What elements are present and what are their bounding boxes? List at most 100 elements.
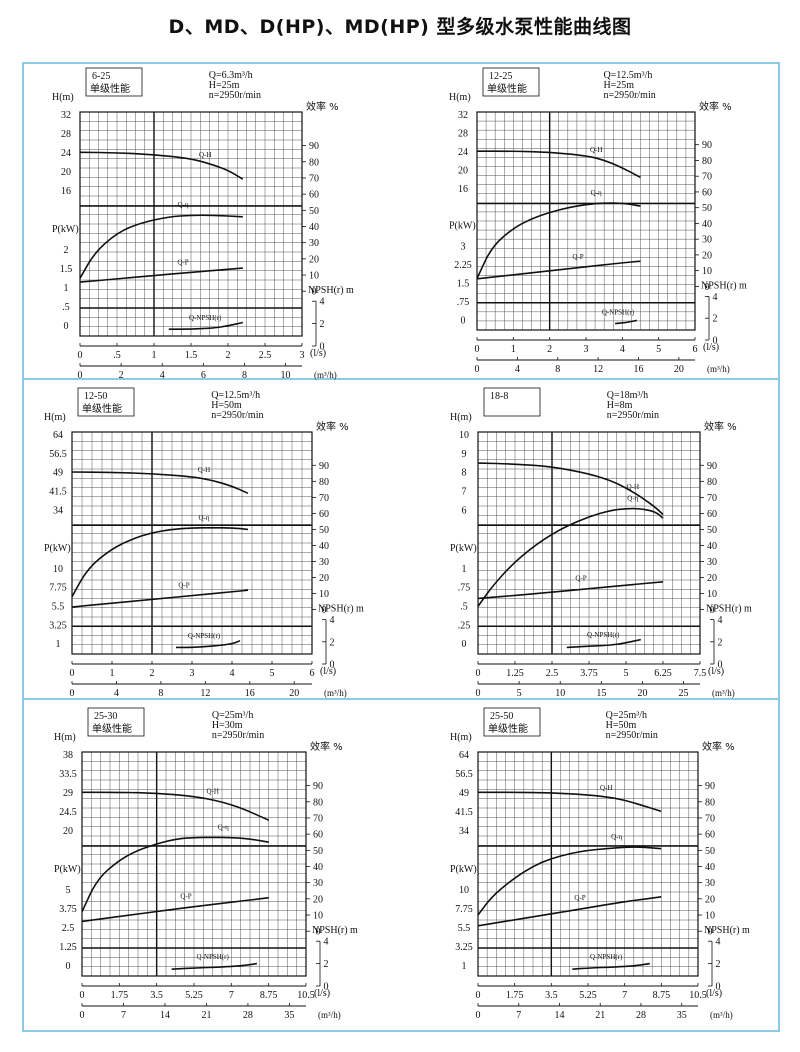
power-tick-label: 3.25: [455, 942, 473, 953]
curve-label-QNPSH: Q-NPSH(r): [188, 632, 221, 640]
power-tick-label: 0: [64, 321, 69, 332]
head-tick-label: 56.5: [455, 769, 473, 780]
efficiency-tick-label: 0: [705, 282, 710, 293]
npsh-tick-label: 4: [330, 615, 335, 626]
efficiency-tick-label: 40: [707, 541, 717, 552]
power-tick-label: 10: [53, 564, 63, 575]
spec-text: Q=18m³/h: [607, 390, 648, 401]
npsh-tick-label: 0: [713, 336, 718, 347]
flow-m3h-tick-label: 8: [242, 370, 247, 381]
efficiency-tick-label: 50: [319, 525, 329, 536]
head-axis-label: H(m): [449, 92, 471, 103]
flow-m3h-tick-label: 6: [201, 370, 206, 381]
power-tick-label: 1.5: [457, 279, 470, 290]
power-tick-label: 1: [462, 564, 467, 575]
npsh-tick-label: 2: [330, 637, 335, 648]
efficiency-tick-label: 60: [705, 830, 715, 841]
efficiency-tick-label: 40: [705, 862, 715, 873]
efficiency-tick-label: 10: [702, 266, 712, 277]
curve-QP: [71, 589, 249, 608]
page-title: D、MD、D(HP)、MD(HP) 型多级水泵性能曲线图: [168, 16, 632, 38]
efficiency-axis-label: 效率 %: [702, 740, 735, 753]
efficiency-tick-label: 40: [313, 862, 323, 873]
flow-m3h-tick-label: 16: [633, 364, 643, 375]
flow-ls-tick-label: 10.5: [689, 990, 707, 1001]
efficiency-tick-label: 30: [319, 557, 329, 568]
efficiency-tick-label: 0: [710, 605, 715, 616]
row-divider: [24, 378, 778, 380]
efficiency-tick-label: 30: [702, 235, 712, 246]
flow-m3h-tick-label: 7: [121, 1010, 126, 1021]
efficiency-tick-label: 20: [319, 573, 329, 584]
npsh-tick-label: 4: [718, 615, 723, 626]
power-tick-label: 1: [462, 961, 467, 972]
curve-label-QNPSH: Q-NPSH(r): [590, 953, 623, 961]
flow-ls-tick-label: 7: [229, 990, 234, 1001]
model-label: 12-50: [84, 391, 107, 402]
head-tick-label: 24: [61, 148, 71, 159]
spec-box: [202, 68, 298, 102]
head-axis-label: H(m): [450, 732, 472, 743]
power-tick-label: .25: [458, 620, 471, 631]
efficiency-tick-label: 80: [705, 797, 715, 808]
efficiency-tick-label: 0: [312, 287, 317, 298]
efficiency-tick-label: 60: [319, 509, 329, 520]
flow-ls-unit: (l/s): [706, 988, 722, 999]
flow-m3h-tick-label: 10: [555, 688, 565, 699]
model-label: 6-25: [92, 71, 110, 82]
flow-m3h-tick-label: 12: [593, 364, 603, 375]
efficiency-tick-label: 20: [313, 894, 323, 905]
curve-QH: [81, 791, 270, 821]
flow-ls-tick-label: 0: [70, 668, 75, 679]
head-tick-label: 8: [462, 468, 467, 479]
curve-QP: [79, 267, 243, 283]
curve-Qeff: [79, 214, 243, 279]
flow-ls-tick-label: 5: [270, 668, 275, 679]
flow-m3h-tick-label: 20: [637, 688, 647, 699]
flow-m3h-tick-label: 28: [636, 1010, 646, 1021]
head-tick-label: 16: [61, 186, 71, 197]
flow-ls-tick-label: 4: [620, 344, 625, 355]
head-tick-label: 28: [61, 129, 71, 140]
flow-ls-tick-label: 6.25: [654, 668, 672, 679]
flow-ls-tick-label: 1: [511, 344, 516, 355]
curve-label-QH: Q-H: [627, 483, 639, 491]
efficiency-tick-label: 90: [707, 461, 717, 472]
head-tick-label: 34: [459, 826, 469, 837]
flow-m3h-tick-label: 0: [476, 1010, 481, 1021]
flow-m3h-tick-label: 21: [595, 1010, 605, 1021]
flow-m3h-tick-label: 28: [243, 1010, 253, 1021]
head-axis-label: H(m): [54, 732, 76, 743]
flow-ls-tick-label: 1: [152, 350, 157, 361]
head-tick-label: 41.5: [455, 807, 473, 818]
curve-Qeff: [477, 507, 664, 607]
efficiency-tick-label: 30: [309, 238, 319, 249]
head-tick-label: 33.5: [59, 769, 77, 780]
curve-label-QH: Q-H: [590, 146, 602, 154]
efficiency-axis-label: 效率 %: [704, 420, 737, 433]
efficiency-tick-label: 10: [705, 911, 715, 922]
curve-QH: [476, 150, 641, 179]
flow-ls-tick-label: 0: [80, 990, 85, 1001]
head-tick-label: 16: [458, 184, 468, 195]
power-tick-label: 3.75: [59, 904, 77, 915]
efficiency-tick-label: 80: [309, 157, 319, 168]
efficiency-tick-label: 40: [702, 219, 712, 230]
curve-QH: [79, 151, 244, 180]
head-tick-label: 10: [459, 430, 469, 441]
chart-panel-6-25: 6-25单级性能Q=6.3m³/hH=25mn=2950r/minH(m)322…: [52, 67, 354, 381]
spec-text: Q=12.5m³/h: [603, 70, 652, 81]
flow-ls-tick-label: 4: [230, 668, 235, 679]
head-tick-label: 41.5: [49, 487, 67, 498]
spec-box: [205, 708, 302, 742]
curve-label-QH: Q-H: [206, 787, 218, 795]
model-label: 25-50: [490, 711, 513, 722]
head-tick-label: 20: [63, 826, 73, 837]
spec-text: n=2950r/min: [211, 410, 263, 421]
flow-m3h-tick-label: 4: [114, 688, 119, 699]
npsh-tick-label: 2: [324, 959, 329, 970]
flow-m3h-tick-label: 35: [677, 1010, 687, 1021]
